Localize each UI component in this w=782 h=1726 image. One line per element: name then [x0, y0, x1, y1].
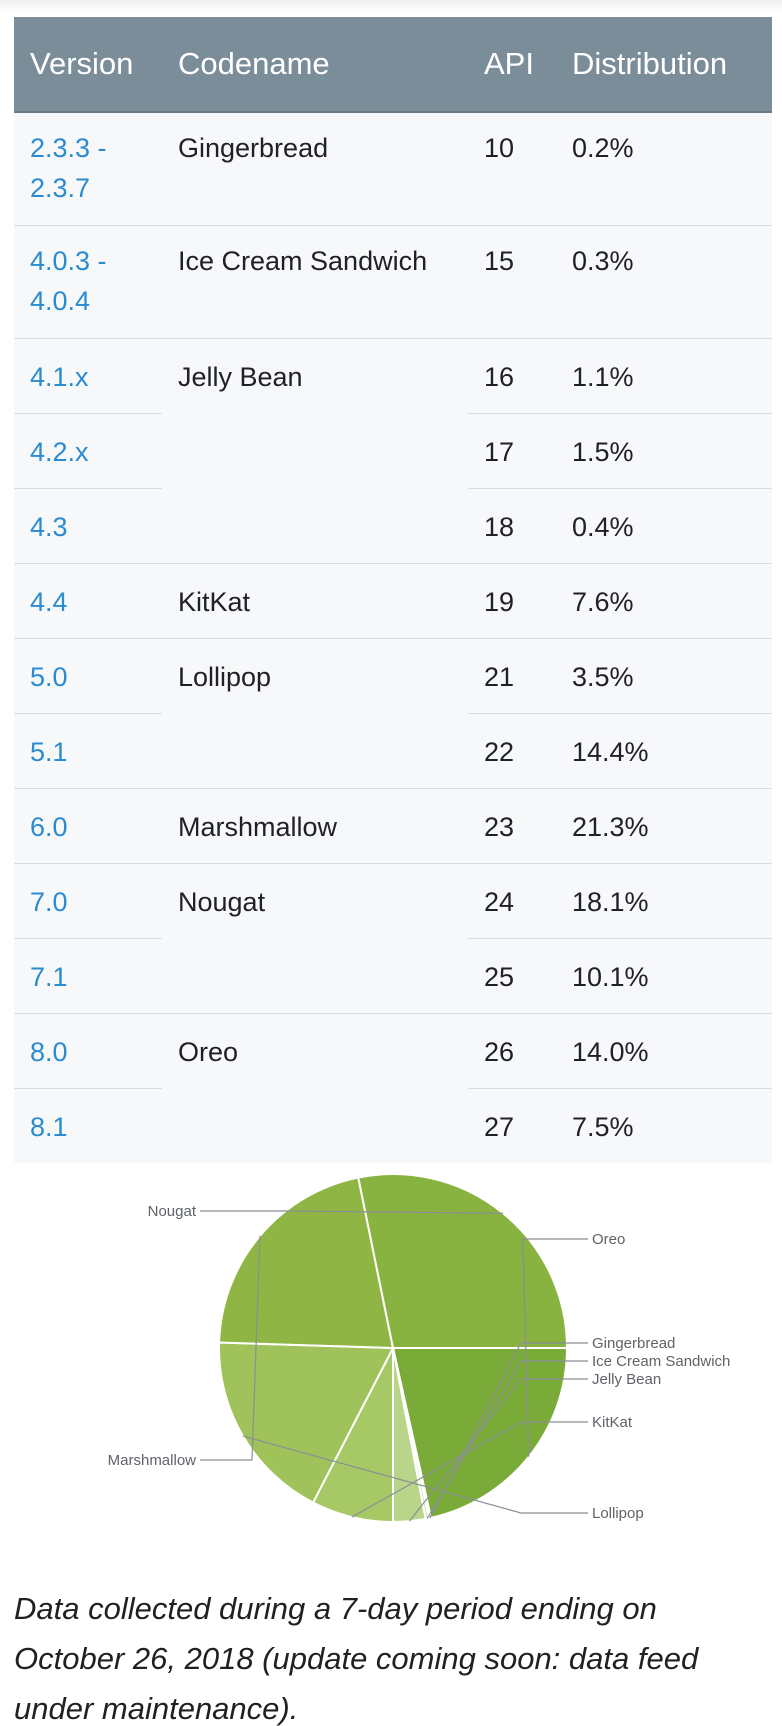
- pie-label-gingerbread: Gingerbread: [592, 1335, 675, 1352]
- version-link[interactable]: 8.1: [30, 1111, 68, 1142]
- table-row: 7.0 Nougat 24 18.1%: [14, 863, 772, 1014]
- pie-label-nougat: Nougat: [148, 1203, 197, 1220]
- distribution-table: Version Codename API Distribution 2.3.3 …: [14, 17, 772, 1163]
- table-row: 8.0 Oreo 26 14.0%: [14, 1013, 772, 1089]
- pie-leader-line: [408, 1378, 588, 1522]
- api-cell: 19: [468, 563, 556, 639]
- version-link[interactable]: 4.0.3 - 4.0.4: [14, 225, 162, 339]
- codename-cell: Ice Cream Sandwich: [162, 225, 468, 339]
- codename-cell: Gingerbread: [162, 112, 468, 226]
- codename-cell: Lollipop: [162, 638, 468, 789]
- table-row: 5.1 22 14.4%: [14, 713, 772, 789]
- version-link[interactable]: 4.2.x: [14, 413, 162, 489]
- table-row: 6.0 Marshmallow 23 21.3%: [14, 788, 772, 864]
- api-cell: 15: [468, 225, 556, 339]
- api-cell: 26: [468, 1013, 556, 1089]
- table-row: 4.0.3 - 4.0.4 Ice Cream Sandwich 15 0.3%: [14, 225, 772, 339]
- version-link[interactable]: 2.3.3 - 2.3.7: [14, 112, 162, 226]
- api-cell: 17: [468, 413, 556, 489]
- data-collection-note: Data collected during a 7-day period end…: [14, 1591, 699, 1726]
- distribution-cell: 21.3%: [556, 788, 772, 864]
- api-cell: 24: [468, 863, 556, 939]
- pie-chart: Nougat Oreo Gingerbread Ice Cream Sandwich J…: [0, 1150, 782, 1550]
- distribution-cell: 7.5%: [572, 1111, 634, 1142]
- table-row: 4.2.x 17 1.5%: [14, 413, 772, 489]
- pie-label-lollipop: Lollipop: [592, 1505, 644, 1522]
- table-row: 2.3.3 - 2.3.7 Gingerbread 10 0.2%: [14, 112, 772, 226]
- codename-cell: Jelly Bean: [162, 338, 468, 564]
- table-row: 8.1 27 7.5%: [14, 1088, 772, 1163]
- distribution-cell: 14.4%: [556, 713, 772, 789]
- api-cell: 22: [468, 713, 556, 789]
- codename-cell: Marshmallow: [162, 788, 468, 864]
- pie-slice-nougat: [357, 1173, 569, 1349]
- pie-label-oreo: Oreo: [592, 1231, 625, 1248]
- table-row: 4.3 18 0.4%: [14, 488, 772, 564]
- version-link[interactable]: 6.0: [14, 788, 162, 864]
- version-link[interactable]: 7.1: [14, 938, 162, 1014]
- api-cell: 25: [468, 938, 556, 1014]
- header-distribution: Distribution: [556, 17, 772, 113]
- header-codename: Codename: [162, 17, 468, 113]
- version-link[interactable]: 7.0: [14, 863, 162, 939]
- table-row: 7.1 25 10.1%: [14, 938, 772, 1014]
- distribution-cell: 0.3%: [556, 225, 772, 339]
- table-row: 4.4 KitKat 19 7.6%: [14, 563, 772, 639]
- pie-leader-line: [522, 1238, 588, 1457]
- distribution-cell: 18.1%: [556, 863, 772, 939]
- pie-label-kitkat: KitKat: [592, 1414, 633, 1431]
- header-api: API: [468, 17, 556, 113]
- table-row: 5.0 Lollipop 21 3.5%: [14, 638, 772, 789]
- pie-slice-oreo: [391, 1347, 569, 1520]
- pie-leader-line: [351, 1421, 588, 1518]
- version-link[interactable]: 4.3: [14, 488, 162, 564]
- version-link[interactable]: 8.0: [14, 1013, 162, 1089]
- header-version: Version: [14, 17, 162, 113]
- table-row: 4.1.x Jelly Bean 16 1.1%: [14, 338, 772, 564]
- distribution-cell: 10.1%: [556, 938, 772, 1014]
- distribution-cell: 0.4%: [556, 488, 772, 564]
- codename-cell: KitKat: [162, 563, 468, 639]
- distribution-cell: 7.6%: [556, 563, 772, 639]
- api-cell: 27: [484, 1111, 515, 1142]
- codename-cell: Oreo: [178, 1036, 239, 1067]
- api-cell: 16: [468, 338, 556, 414]
- distribution-table-container: Version Codename API Distribution 2.3.3 …: [14, 17, 772, 1163]
- pie-leader-line: [242, 1435, 588, 1514]
- api-cell: 23: [468, 788, 556, 864]
- distribution-cell: 0.2%: [556, 112, 772, 226]
- distribution-cell: 3.5%: [556, 638, 772, 714]
- codename-cell: Nougat: [162, 863, 468, 1014]
- pie-label-ice-cream-sandwich: Ice Cream Sandwich: [592, 1353, 730, 1370]
- distribution-cell: 14.0%: [556, 1013, 772, 1089]
- version-link[interactable]: 4.1.x: [14, 338, 162, 414]
- api-cell: 10: [468, 112, 556, 226]
- pie-label-jelly-bean: Jelly Bean: [592, 1371, 661, 1388]
- api-cell: 18: [468, 488, 556, 564]
- version-link[interactable]: 5.0: [14, 638, 162, 714]
- pie-leader-line: [426, 1360, 588, 1519]
- pie-leader-line: [429, 1342, 588, 1519]
- pie-leader-line: [200, 1235, 261, 1461]
- distribution-cell: 1.1%: [556, 338, 772, 414]
- distribution-cell: 1.5%: [556, 413, 772, 489]
- pie-label-marshmallow: Marshmallow: [108, 1452, 197, 1469]
- version-link[interactable]: 4.4: [14, 563, 162, 639]
- api-cell: 21: [468, 638, 556, 714]
- pie-leader-line: [200, 1210, 504, 1214]
- version-link[interactable]: 5.1: [14, 713, 162, 789]
- top-divider: [0, 0, 782, 12]
- table-header-row: Version Codename API Distribution: [14, 17, 772, 113]
